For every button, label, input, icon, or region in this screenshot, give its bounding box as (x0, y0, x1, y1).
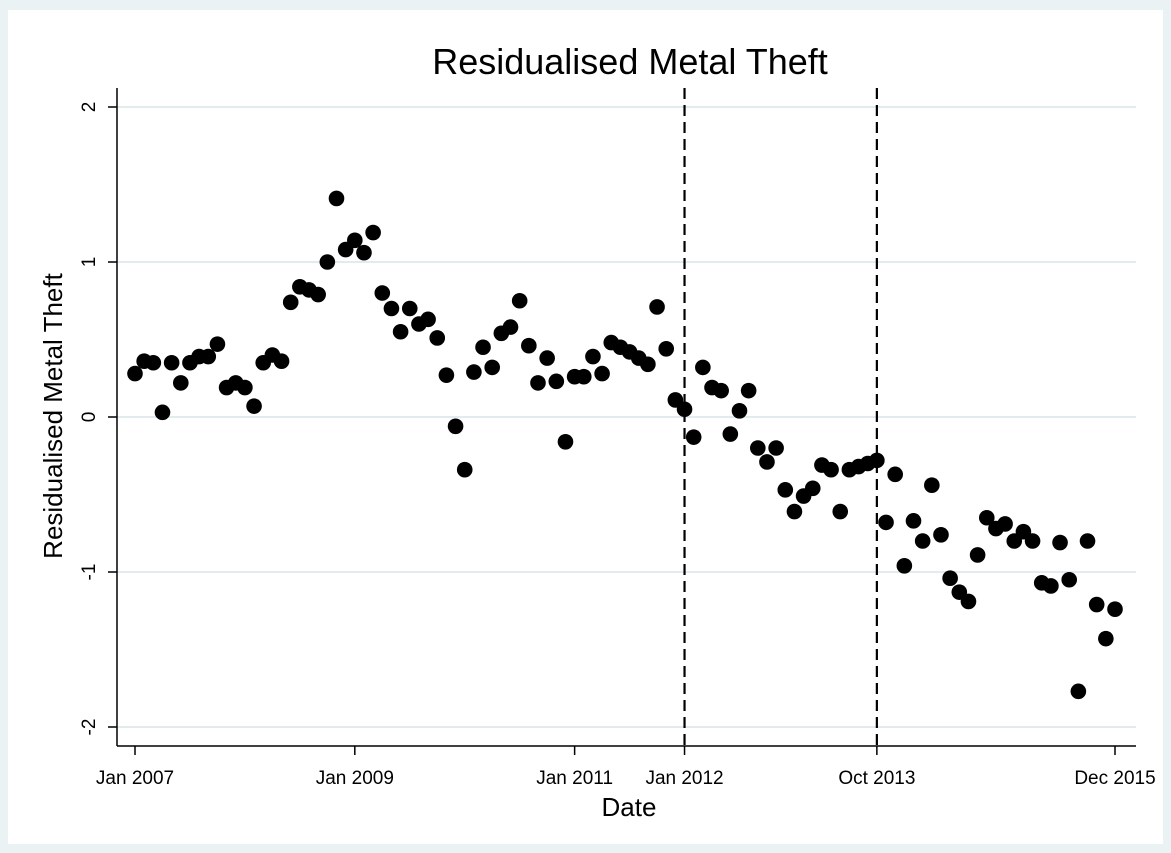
data-point (420, 311, 436, 328)
data-point (310, 286, 326, 303)
data-point (383, 300, 400, 317)
data-point (237, 379, 253, 396)
data-point (401, 300, 418, 317)
data-point (695, 359, 711, 376)
x-axis-title: Date (602, 792, 657, 822)
data-point (438, 367, 455, 383)
data-point (127, 365, 143, 382)
gridlines (117, 106, 1136, 728)
data-point (823, 461, 839, 478)
data-point (878, 514, 894, 531)
axes: 2 1 0 -1 -2 Jan 2007 Jan 2009 Jan 2011 Jan 2012 O… (79, 88, 1156, 789)
x-tick-label: Jan 2009 (316, 768, 394, 789)
data-point (1088, 596, 1105, 613)
chart-title: Residualised Metal Theft (432, 41, 828, 82)
data-point (356, 244, 372, 261)
data-point (914, 533, 931, 549)
data-point (1061, 571, 1078, 588)
data-point (969, 547, 986, 563)
data-point (731, 403, 748, 419)
data-point (429, 330, 446, 346)
data-point (200, 348, 217, 365)
data-point (539, 350, 555, 366)
data-point (685, 429, 702, 445)
data-point (319, 254, 336, 270)
data-point (676, 401, 693, 418)
data-point (740, 382, 757, 399)
x-tick-label: Jan 2007 (96, 768, 174, 789)
data-point (942, 570, 958, 586)
data-point (640, 356, 656, 373)
data-point (713, 382, 729, 399)
data-point (1043, 578, 1059, 594)
data-point (1107, 601, 1123, 617)
y-axis-title: Residualised Metal Theft (38, 272, 68, 558)
x-tick-label: Dec 2015 (1074, 768, 1155, 789)
data-point (530, 375, 546, 391)
data-point (548, 373, 565, 390)
data-point (658, 341, 675, 357)
data-point (273, 353, 290, 370)
data-point (1052, 534, 1068, 551)
data-point (896, 558, 913, 574)
data-point (557, 434, 574, 450)
data-point (759, 454, 775, 470)
data-point (649, 299, 665, 315)
data-point (1098, 630, 1114, 647)
x-tick-label: Jan 2011 (536, 768, 613, 789)
data-point (246, 398, 262, 414)
data-point (328, 190, 345, 207)
y-tick-label: 1 (79, 257, 100, 268)
data-point (1024, 533, 1041, 549)
data-point (786, 503, 803, 520)
data-point (585, 348, 601, 365)
data-points (127, 190, 1123, 700)
data-point (960, 593, 977, 610)
x-tick-label: Oct 2013 (838, 768, 915, 789)
y-tick-label: 2 (79, 102, 100, 113)
x-tick-label: Jan 2012 (645, 768, 723, 789)
data-point (869, 452, 885, 469)
data-point (475, 339, 491, 356)
data-point (1070, 683, 1087, 700)
data-point (466, 364, 482, 380)
data-point (521, 337, 537, 354)
data-point (392, 323, 409, 340)
data-point (154, 404, 171, 421)
data-point (374, 285, 391, 301)
data-point (978, 509, 995, 526)
data-point (163, 354, 180, 371)
data-point (172, 375, 189, 391)
data-point (502, 319, 519, 335)
data-point (924, 477, 940, 494)
data-point (209, 336, 226, 352)
data-point (750, 440, 766, 456)
data-point (282, 294, 299, 311)
data-point (484, 359, 500, 376)
data-point (804, 480, 821, 497)
data-point (594, 365, 610, 382)
data-point (887, 466, 903, 483)
data-point (832, 503, 849, 520)
data-point (511, 292, 528, 309)
data-point (575, 368, 592, 385)
data-point (145, 354, 162, 371)
y-tick-label: -2 (79, 719, 100, 736)
data-point (722, 426, 739, 442)
data-point (777, 482, 794, 498)
data-point (933, 527, 949, 543)
data-point (456, 461, 473, 478)
data-point (997, 516, 1013, 532)
data-point (447, 418, 464, 435)
data-point (347, 232, 363, 249)
data-point (365, 224, 381, 241)
data-point (768, 440, 784, 456)
y-tick-label: -1 (79, 564, 100, 581)
data-point (1079, 533, 1096, 549)
y-tick-label: 0 (79, 412, 100, 423)
data-point (905, 513, 922, 529)
